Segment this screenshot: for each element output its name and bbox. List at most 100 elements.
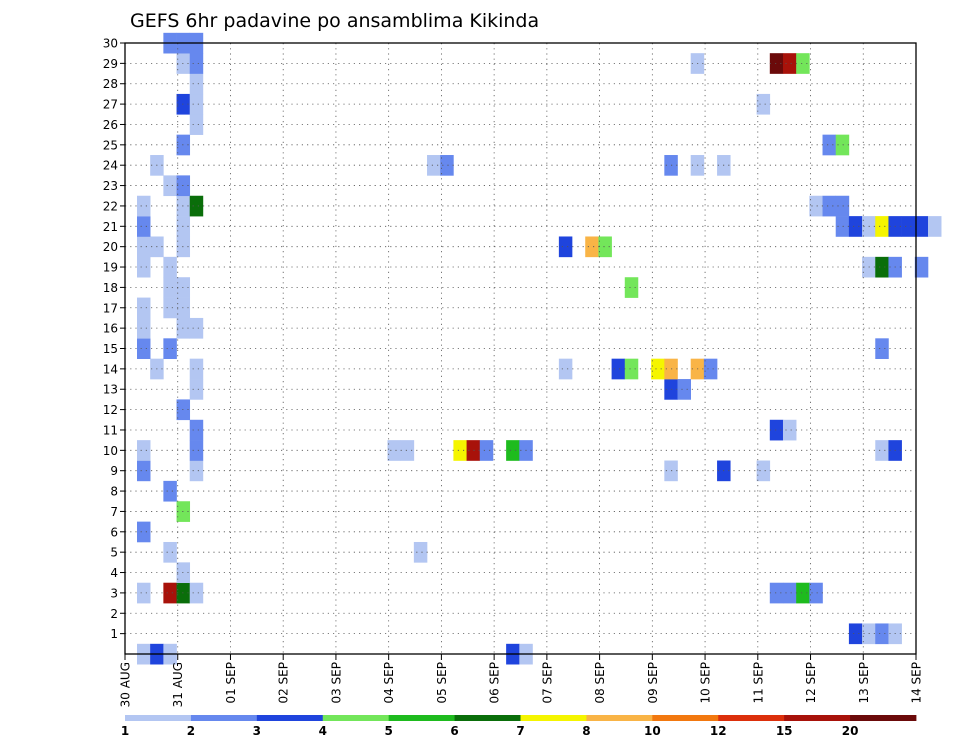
colorbar-label: 8	[582, 724, 590, 738]
heatmap-cell	[769, 53, 784, 74]
heatmap-cell	[848, 216, 863, 237]
heatmap-cell	[835, 195, 850, 217]
heatmap-cell	[703, 358, 718, 380]
y-tick-label: 2	[110, 607, 118, 621]
heatmap-cell	[137, 521, 151, 543]
heatmap-cell	[189, 582, 204, 604]
x-tick-label: 08 SEP	[593, 662, 607, 704]
x-tick-label: 11 SEP	[751, 662, 765, 704]
y-tick-label: 26	[103, 118, 118, 132]
x-tick-label: 12 SEP	[804, 662, 818, 704]
heatmap-cell	[756, 460, 771, 482]
colorbar-legend: 1 2 3 4 5 6 7 8 10 12 15 20	[121, 715, 917, 738]
y-tick-label: 27	[103, 98, 118, 112]
heatmap-cell	[875, 216, 889, 237]
heatmap-cell	[835, 134, 850, 156]
colorbar-swatch	[652, 715, 719, 721]
colorbar-label: 10	[644, 724, 661, 738]
y-tick-label: 4	[110, 566, 118, 580]
y-tick-label: 15	[103, 342, 118, 356]
heatmap-cell	[189, 460, 204, 482]
heatmap-cell	[189, 358, 204, 380]
y-tick-label: 9	[110, 464, 118, 478]
colorbar-swatch	[322, 715, 390, 721]
heatmap-cell	[137, 216, 151, 237]
heatmap-cell	[809, 195, 823, 217]
x-tick-label: 14 SEP	[910, 662, 924, 704]
y-tick-label: 16	[103, 322, 118, 336]
colorbar-swatch	[718, 715, 785, 721]
heatmap-cell	[137, 317, 151, 339]
heatmap-cell	[598, 236, 612, 258]
y-tick-label: 19	[103, 261, 118, 275]
y-tick-label: 6	[110, 525, 118, 539]
heatmap-cell	[782, 419, 797, 441]
y-tick-label: 3	[110, 586, 118, 600]
x-tick-label: 09 SEP	[646, 662, 660, 704]
colorbar-label: 1	[121, 724, 129, 738]
heatmap-cell	[928, 216, 942, 237]
y-tick-label: 28	[103, 77, 118, 91]
heatmap-cell	[189, 379, 204, 400]
y-tick-label: 21	[103, 220, 118, 234]
colorbar-swatch	[520, 715, 587, 721]
x-tick-label: 07 SEP	[540, 662, 554, 704]
heatmap-cell	[466, 440, 481, 461]
heatmap-cell	[163, 175, 177, 197]
heatmap-cell	[506, 440, 520, 461]
heatmap-cell	[914, 216, 929, 237]
y-tick-label: 30	[103, 37, 118, 51]
chart-title: GEFS 6hr padavine po ansamblima Kikinda	[130, 10, 539, 32]
heatmap-cell	[137, 195, 151, 217]
x-tick-label: 04 SEP	[382, 662, 396, 704]
y-tick-label: 12	[103, 403, 118, 417]
heatmap-cell	[189, 53, 204, 74]
y-tick-label: 14	[103, 362, 118, 376]
y-axis: 1234567891011121314151617181920212223242…	[103, 37, 125, 641]
colorbar-swatch	[388, 715, 455, 721]
y-tick-label: 25	[103, 138, 118, 152]
heatmap-cell	[163, 297, 177, 319]
heatmap-cell	[137, 460, 151, 482]
x-tick-label: 05 SEP	[435, 662, 449, 704]
heatmap-cell	[163, 582, 177, 604]
colorbar-label: 3	[253, 724, 261, 738]
heatmap-cell	[163, 256, 177, 278]
y-tick-label: 23	[103, 179, 118, 193]
heatmap-cell	[558, 358, 573, 380]
heatmap-cell	[611, 358, 626, 380]
heatmap-cell	[137, 338, 151, 359]
colorbar-swatch	[784, 715, 851, 721]
heatmap-cell	[189, 93, 204, 115]
colorbar-swatch	[850, 715, 917, 721]
x-tick-label: 10 SEP	[699, 662, 713, 704]
y-tick-label: 29	[103, 57, 118, 71]
heatmap-cell	[400, 440, 415, 461]
x-tick-label: 31 AUG	[171, 662, 185, 707]
x-tick-label: 02 SEP	[277, 662, 291, 704]
x-axis: 30 AUG 31 AUG 01 SEP 02 SEP 03 SEP 04 SEP 05 S…	[119, 654, 924, 707]
y-tick-label: 13	[103, 383, 118, 397]
heatmap-cell	[901, 216, 916, 237]
colorbar-label: 4	[319, 724, 327, 738]
y-tick-label: 7	[110, 505, 118, 519]
x-tick-label: 30 AUG	[119, 662, 133, 707]
heatmap-cell	[835, 216, 850, 237]
colorbar-label: 12	[710, 724, 727, 738]
heatmap-cell	[585, 236, 599, 258]
heatmap-cell	[769, 419, 784, 441]
heatmap-cell	[796, 53, 810, 74]
y-tick-label: 20	[103, 240, 118, 254]
heatmap-cell	[624, 358, 639, 380]
x-tick-label: 03 SEP	[329, 662, 343, 704]
heatmap-cell	[387, 440, 401, 461]
y-tick-label: 1	[110, 627, 118, 641]
heatmap-cell	[875, 623, 889, 645]
heatmap-cell	[796, 582, 810, 604]
heatmap-cell	[914, 256, 929, 278]
heatmap-cell	[189, 114, 204, 135]
y-tick-label: 10	[103, 444, 118, 458]
heatmap-cell	[782, 582, 797, 604]
heatmap-cell	[163, 338, 177, 359]
